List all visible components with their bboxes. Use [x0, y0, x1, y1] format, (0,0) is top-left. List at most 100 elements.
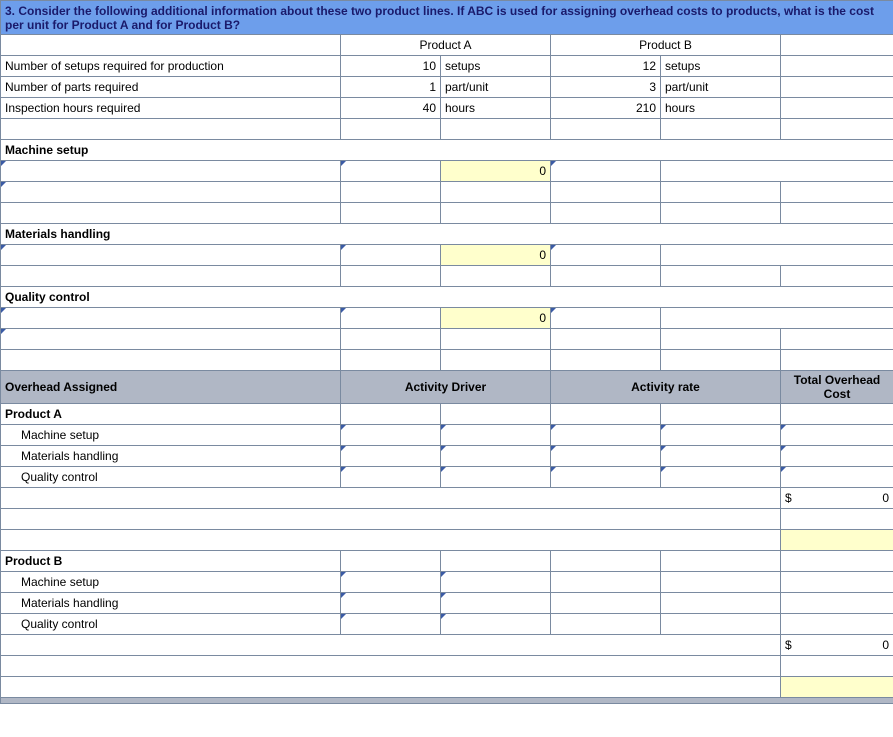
materials-input-2[interactable]: [341, 245, 441, 266]
spacer-row: [1, 656, 893, 677]
spacer-row: [1, 119, 893, 140]
worksheet-table: 3. Consider the following additional inf…: [0, 0, 893, 704]
product-a-item: Quality control: [1, 467, 893, 488]
pb-final[interactable]: [781, 677, 893, 698]
pa-qc-total[interactable]: [781, 467, 893, 488]
info-label: Inspection hours required: [1, 98, 341, 119]
machine-setup-input-2[interactable]: [341, 161, 441, 182]
product-a-label: Product A: [1, 404, 341, 425]
materials-result: 0: [441, 245, 551, 266]
info-b-val: 12: [551, 56, 661, 77]
product-a-item: Machine setup: [1, 425, 893, 446]
item-label: Materials handling: [1, 593, 341, 614]
info-row: Number of setups required for production…: [1, 56, 893, 77]
section-materials-handling: Materials handling: [1, 224, 893, 245]
info-a-val: 40: [341, 98, 441, 119]
pa-mh-driver-1[interactable]: [341, 446, 441, 467]
pa-ms-rate-1[interactable]: [551, 425, 661, 446]
product-b-item: Quality control: [1, 614, 893, 635]
quality-input-2[interactable]: [341, 308, 441, 329]
quality-result: 0: [441, 308, 551, 329]
item-label: Machine setup: [1, 572, 341, 593]
quality-input-1[interactable]: [1, 308, 341, 329]
product-b-highlight: [1, 677, 893, 698]
spacer-row: [1, 509, 893, 530]
assigned-h4: Total Overhead Cost: [781, 371, 893, 404]
info-row: Number of parts required 1 part/unit 3 p…: [1, 77, 893, 98]
assigned-h3: Activity rate: [551, 371, 781, 404]
machine-setup-result: 0: [441, 161, 551, 182]
pa-ms-driver-1[interactable]: [341, 425, 441, 446]
pa-mh-driver-2[interactable]: [441, 446, 551, 467]
pa-qc-rate-2[interactable]: [661, 467, 781, 488]
section-title: Machine setup: [1, 140, 893, 161]
pa-mh-total[interactable]: [781, 446, 893, 467]
assigned-h1: Overhead Assigned: [1, 371, 341, 404]
pb-total: 0: [882, 638, 889, 652]
info-b-val: 210: [551, 98, 661, 119]
spacer-row: [1, 266, 893, 287]
product-a-subtotal: $0: [1, 488, 893, 509]
pb-mh-driver-1[interactable]: [341, 593, 441, 614]
assigned-header: Overhead Assigned Activity Driver Activi…: [1, 371, 893, 404]
pa-qc-rate-1[interactable]: [551, 467, 661, 488]
product-a-title: Product A: [1, 404, 893, 425]
info-a-val: 10: [341, 56, 441, 77]
product-a-highlight: [1, 530, 893, 551]
product-b-label: Product B: [1, 551, 341, 572]
machine-setup-input-1[interactable]: [1, 161, 341, 182]
section-input-row: [1, 182, 893, 203]
section-input-row: 0: [1, 245, 893, 266]
info-row: Inspection hours required 40 hours 210 h…: [1, 98, 893, 119]
info-a-val: 1: [341, 77, 441, 98]
section-input-row: 0: [1, 161, 893, 182]
pa-ms-total[interactable]: [781, 425, 893, 446]
item-label: Machine setup: [1, 425, 341, 446]
product-b-item: Machine setup: [1, 572, 893, 593]
pa-mh-rate-2[interactable]: [661, 446, 781, 467]
info-label: Number of setups required for production: [1, 56, 341, 77]
info-b-unit: part/unit: [661, 77, 781, 98]
pb-ms-driver-1[interactable]: [341, 572, 441, 593]
item-label: Quality control: [1, 614, 341, 635]
machine-setup-input-3[interactable]: [551, 161, 661, 182]
spacer-row: [1, 203, 893, 224]
machine-setup-input-4[interactable]: [1, 182, 341, 203]
quality-input-4[interactable]: [1, 329, 341, 350]
info-a-unit: hours: [441, 98, 551, 119]
question-row: 3. Consider the following additional inf…: [1, 1, 893, 35]
section-title: Quality control: [1, 287, 893, 308]
item-label: Materials handling: [1, 446, 341, 467]
quality-input-3[interactable]: [551, 308, 661, 329]
info-a-unit: part/unit: [441, 77, 551, 98]
pa-mh-rate-1[interactable]: [551, 446, 661, 467]
trailing-row: [1, 698, 893, 704]
pa-qc-driver-1[interactable]: [341, 467, 441, 488]
section-title: Materials handling: [1, 224, 893, 245]
pb-ms-driver-2[interactable]: [441, 572, 551, 593]
section-input-row: [1, 329, 893, 350]
currency: $: [785, 638, 792, 652]
pa-final[interactable]: [781, 530, 893, 551]
pb-qc-driver-1[interactable]: [341, 614, 441, 635]
section-input-row: 0: [1, 308, 893, 329]
product-b-subtotal: $0: [1, 635, 893, 656]
spacer-row: [1, 350, 893, 371]
info-b-val: 3: [551, 77, 661, 98]
section-machine-setup: Machine setup: [1, 140, 893, 161]
info-label: Number of parts required: [1, 77, 341, 98]
pb-qc-driver-2[interactable]: [441, 614, 551, 635]
materials-input-1[interactable]: [1, 245, 341, 266]
info-header: Product A Product B: [1, 35, 893, 56]
item-label: Quality control: [1, 467, 341, 488]
pa-qc-driver-2[interactable]: [441, 467, 551, 488]
pa-ms-driver-2[interactable]: [441, 425, 551, 446]
info-a-unit: setups: [441, 56, 551, 77]
pa-total: 0: [882, 491, 889, 505]
section-quality-control: Quality control: [1, 287, 893, 308]
pa-ms-rate-2[interactable]: [661, 425, 781, 446]
materials-input-3[interactable]: [551, 245, 661, 266]
info-b-unit: hours: [661, 98, 781, 119]
currency: $: [785, 491, 792, 505]
pb-mh-driver-2[interactable]: [441, 593, 551, 614]
